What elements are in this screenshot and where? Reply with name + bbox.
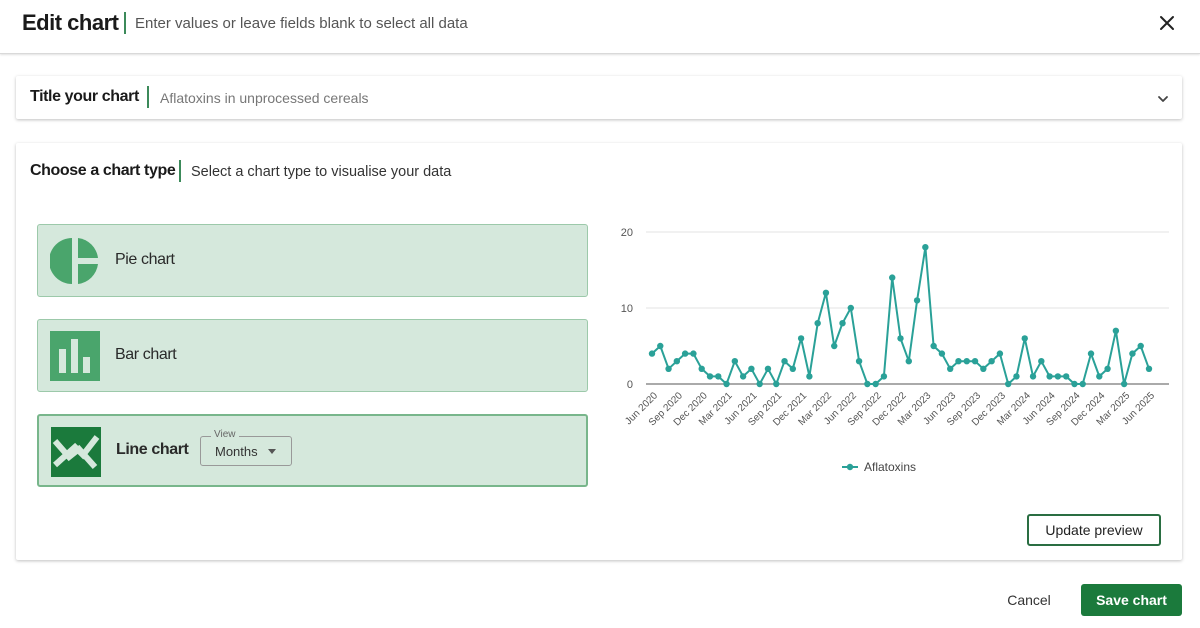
chevron-down-icon[interactable] [1156,92,1170,106]
chart-type-section-label: Choose a chart type [30,162,176,179]
y-tick-label: 20 [621,227,633,239]
data-point [731,358,739,365]
data-point [1145,365,1153,372]
data-point [739,373,747,380]
data-point [657,342,664,350]
data-point [955,358,962,365]
data-point [756,380,763,388]
data-point [988,358,995,365]
data-point [1129,350,1136,357]
header-divider [124,12,126,34]
data-point [1054,373,1062,380]
data-point [971,358,979,365]
data-point [880,373,888,380]
data-point [1137,342,1144,350]
chart-title-value: Aflatoxins in unprocessed cereals [160,90,369,106]
data-point [681,350,689,357]
data-point [665,365,672,372]
data-point [715,373,722,380]
data-point [897,335,904,342]
title-section-label: Title your chart [30,88,139,105]
data-point [797,335,805,342]
chart-type-section: Choose a chart type Select a chart type … [16,143,1182,560]
pie-chart-icon [49,236,100,286]
data-point [723,380,730,388]
data-point [980,365,987,372]
data-point [764,365,772,372]
dialog-header: Edit chart Enter values or leave fields … [0,0,1200,54]
data-point [1013,373,1020,380]
save-chart-button[interactable]: Save chart [1081,584,1182,616]
chart-type-divider [179,160,181,182]
title-section[interactable]: Title your chart Aflatoxins in unprocess… [16,76,1182,119]
data-point [1112,327,1120,334]
pie-chart-label: Pie chart [115,251,175,268]
view-select-value: Months [215,444,258,459]
data-point [1038,358,1045,365]
data-point [773,380,780,388]
data-point [947,365,954,372]
data-point [648,350,656,357]
data-point [806,373,813,380]
data-point [673,358,681,365]
data-point [889,274,896,281]
view-select-legend: View [211,429,239,440]
data-point [839,320,846,327]
data-point [748,365,755,372]
data-point [1029,373,1037,380]
dialog-title: Edit chart [22,10,119,35]
legend-swatch-point [846,463,854,471]
data-point [831,342,838,350]
line-chart-icon [51,427,101,477]
data-point [1062,373,1070,380]
data-point [855,358,863,365]
view-select[interactable]: View Months [200,429,292,466]
data-point [872,380,879,388]
y-tick-label: 0 [627,379,633,391]
dialog-subtitle: Enter values or leave fields blank to se… [135,15,468,32]
legend-label: Aflatoxins [864,460,916,474]
data-point [690,350,697,357]
pie-chart-option[interactable]: Pie chart [37,224,588,297]
data-point [905,358,912,365]
line-chart-option[interactable]: Line chart View Months [37,414,588,487]
cancel-button[interactable]: Cancel [992,584,1066,616]
y-tick-label: 10 [621,303,633,315]
data-point [1004,380,1012,388]
bar-chart-label: Bar chart [115,346,177,363]
data-point [1071,380,1078,388]
bar-chart-option[interactable]: Bar chart [37,319,588,392]
title-divider [147,86,149,108]
data-point [922,244,929,251]
data-point [1079,380,1086,388]
bar-chart-icon [50,331,100,381]
series-line-aflatoxins [651,246,1150,385]
data-point [706,373,714,380]
data-point [822,289,830,296]
data-point [1096,373,1103,380]
data-point [864,380,871,388]
data-point [1120,380,1128,388]
data-point [1046,373,1053,380]
data-point [938,350,946,357]
data-point [1087,350,1095,357]
chart-type-section-subtitle: Select a chart type to visualise your da… [191,164,452,180]
data-point [963,358,970,365]
data-point [1104,365,1111,372]
line-chart-label: Line chart [116,441,189,458]
data-point [1021,335,1028,342]
data-point [930,342,937,350]
data-point [996,350,1004,357]
data-point [698,365,705,372]
close-icon[interactable] [1156,12,1178,34]
data-point [913,297,921,304]
data-point [814,320,821,327]
data-point [781,358,788,365]
data-point [789,365,797,372]
data-point [847,304,854,312]
caret-down-icon [268,449,276,454]
update-preview-button[interactable]: Update preview [1027,514,1161,546]
